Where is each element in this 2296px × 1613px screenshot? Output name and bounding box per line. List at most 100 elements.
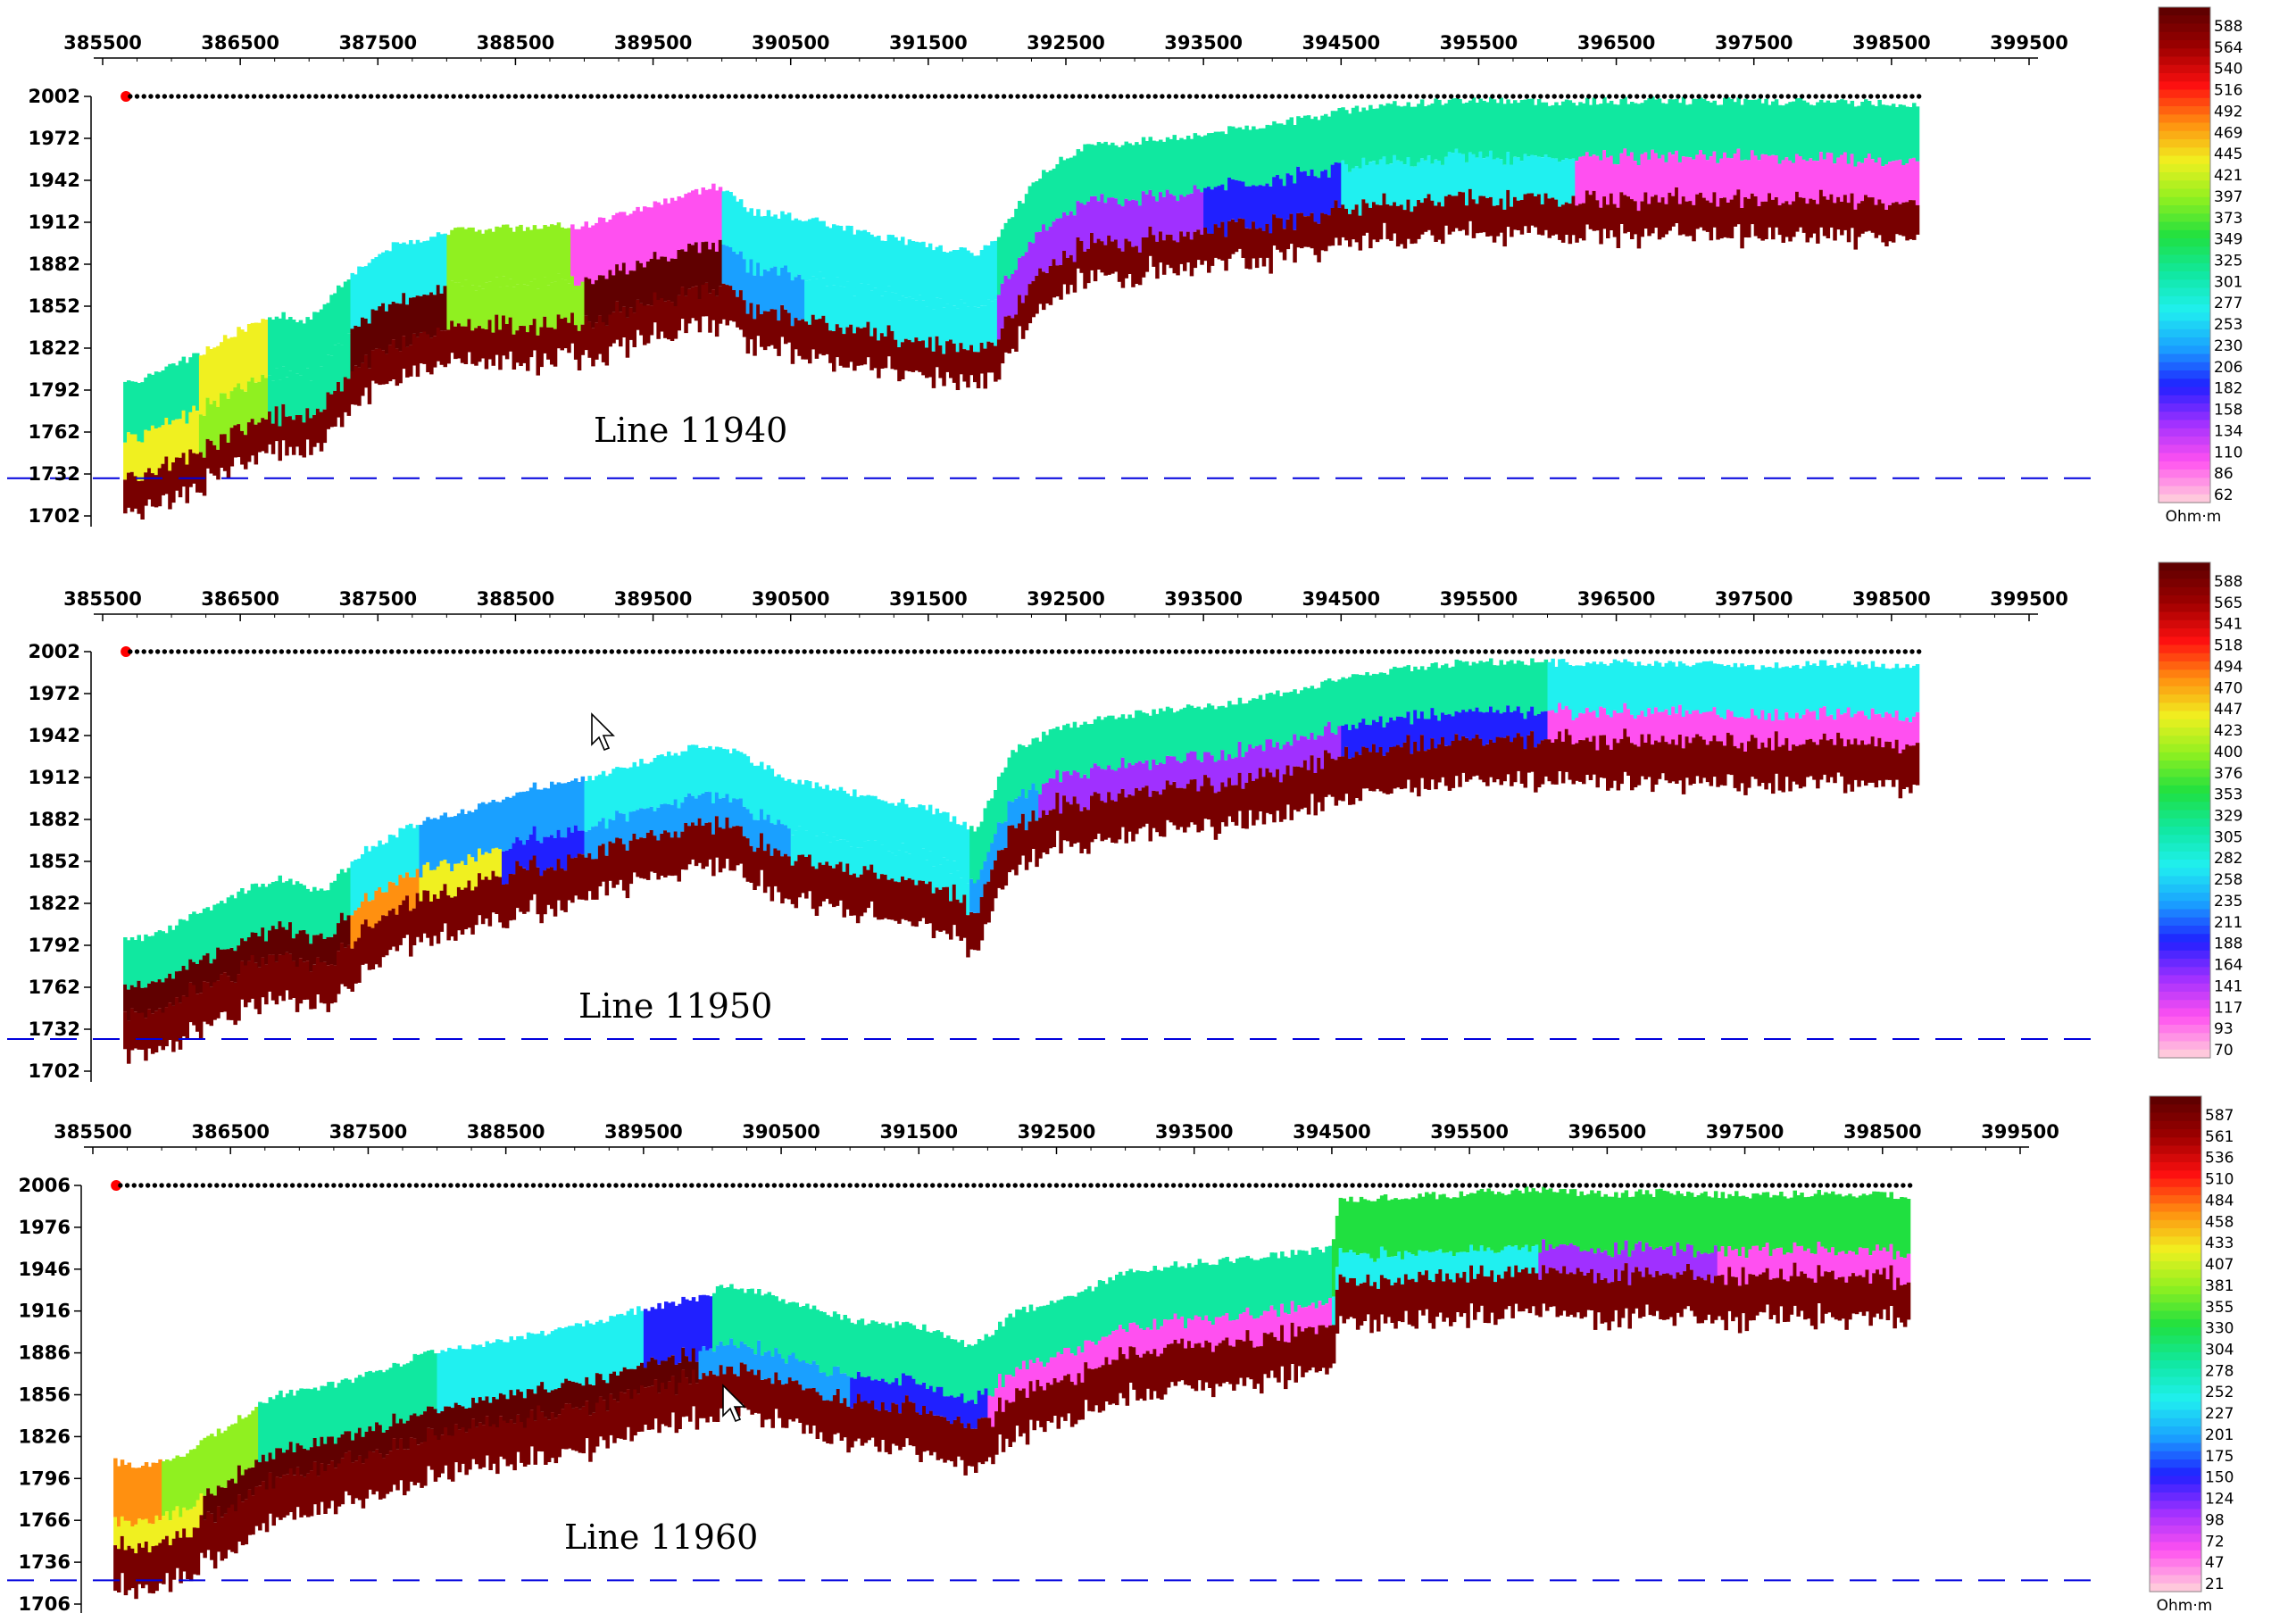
section-cell <box>1560 709 1566 742</box>
section-column <box>288 878 293 1000</box>
section-column <box>801 220 805 360</box>
section-cell <box>697 194 703 254</box>
section-cell <box>250 884 255 933</box>
section-cell <box>553 328 558 367</box>
section-cell <box>526 870 530 912</box>
section-column <box>250 322 255 456</box>
section-cell <box>1365 672 1369 725</box>
section-cell <box>1829 714 1834 739</box>
section-cell <box>560 837 564 869</box>
section-cell <box>1148 769 1152 797</box>
station-dot <box>395 94 402 99</box>
section-column <box>1317 687 1321 802</box>
section-column <box>1096 142 1102 270</box>
section-column <box>1578 102 1583 238</box>
section-cell <box>1179 762 1184 788</box>
section-column <box>1434 662 1438 790</box>
section-cell <box>1269 125 1273 187</box>
section-cell <box>1348 677 1352 730</box>
section-column <box>1265 694 1269 813</box>
section-column <box>670 197 675 341</box>
station-dot <box>533 649 539 654</box>
section-cell <box>129 937 135 985</box>
section-column <box>1334 111 1339 238</box>
section-cell <box>205 346 211 398</box>
section-cell <box>1884 164 1889 210</box>
station-dot <box>217 94 222 99</box>
section-cell <box>285 416 289 456</box>
section-cell <box>711 749 716 803</box>
section-cell <box>877 848 881 879</box>
section-cell <box>1846 707 1851 740</box>
section-cell <box>1764 719 1768 748</box>
section-column <box>794 218 799 350</box>
section-cell <box>1302 736 1308 761</box>
station-dot <box>698 94 704 99</box>
section-column <box>784 214 788 345</box>
section-column <box>1771 101 1776 240</box>
section-column <box>1296 694 1301 812</box>
station-dot <box>1104 649 1110 654</box>
section-column <box>337 285 341 418</box>
section-column <box>990 798 994 911</box>
section-column <box>178 919 183 1050</box>
section-cell <box>1324 726 1328 751</box>
section-cell <box>1489 96 1493 151</box>
section-cell <box>1502 209 1507 247</box>
section-column <box>274 316 279 442</box>
section-cell <box>460 861 465 890</box>
x-tick-label: 394500 <box>1302 32 1380 54</box>
section-cell <box>1148 189 1152 227</box>
section-cell <box>608 773 612 819</box>
section-cell <box>1495 736 1501 779</box>
section-cell <box>818 220 822 272</box>
section-column <box>309 320 313 455</box>
section-cell <box>220 949 224 975</box>
section-cell <box>453 896 458 941</box>
section-cell <box>1740 104 1744 161</box>
section-column <box>687 192 692 324</box>
section-cell <box>1836 662 1841 709</box>
section-cell <box>478 873 482 916</box>
section-cell <box>753 215 757 276</box>
section-cell <box>1344 678 1349 725</box>
section-cell <box>1079 151 1084 204</box>
section-cell <box>123 1520 129 1551</box>
section-column <box>838 226 844 366</box>
section-cell <box>1850 193 1855 229</box>
station-dot <box>1118 649 1124 654</box>
section-cell <box>1038 268 1043 304</box>
section-column <box>1723 97 1727 237</box>
section-cell <box>1265 183 1269 224</box>
section-cell <box>270 882 276 927</box>
section-cell <box>903 338 909 371</box>
section-cell <box>402 877 406 901</box>
section-cell <box>1894 711 1900 740</box>
section-cell <box>1296 212 1301 248</box>
section-column <box>1007 219 1011 353</box>
section-cell <box>1441 736 1445 777</box>
station-dot <box>354 649 360 654</box>
station-dot <box>939 94 944 99</box>
section-column <box>1417 104 1421 239</box>
section-cell <box>168 470 172 510</box>
section-cell <box>1393 746 1397 789</box>
section-column <box>174 365 179 491</box>
section-column <box>1585 97 1590 225</box>
section-cell <box>886 325 892 357</box>
section-cell <box>257 886 262 936</box>
section-cell <box>1111 800 1115 843</box>
section-column <box>1894 107 1900 235</box>
section-cell <box>498 287 503 330</box>
section-cell <box>773 266 778 310</box>
section-column <box>1753 99 1759 237</box>
section-column <box>903 803 909 920</box>
section-cell <box>154 371 159 429</box>
section-column <box>1282 692 1287 819</box>
section-cell <box>1547 105 1551 157</box>
section-cell <box>996 850 1002 888</box>
section-cell <box>1534 715 1538 748</box>
section-cell <box>1213 793 1219 840</box>
section-column <box>526 791 530 912</box>
section-cell <box>573 778 578 826</box>
